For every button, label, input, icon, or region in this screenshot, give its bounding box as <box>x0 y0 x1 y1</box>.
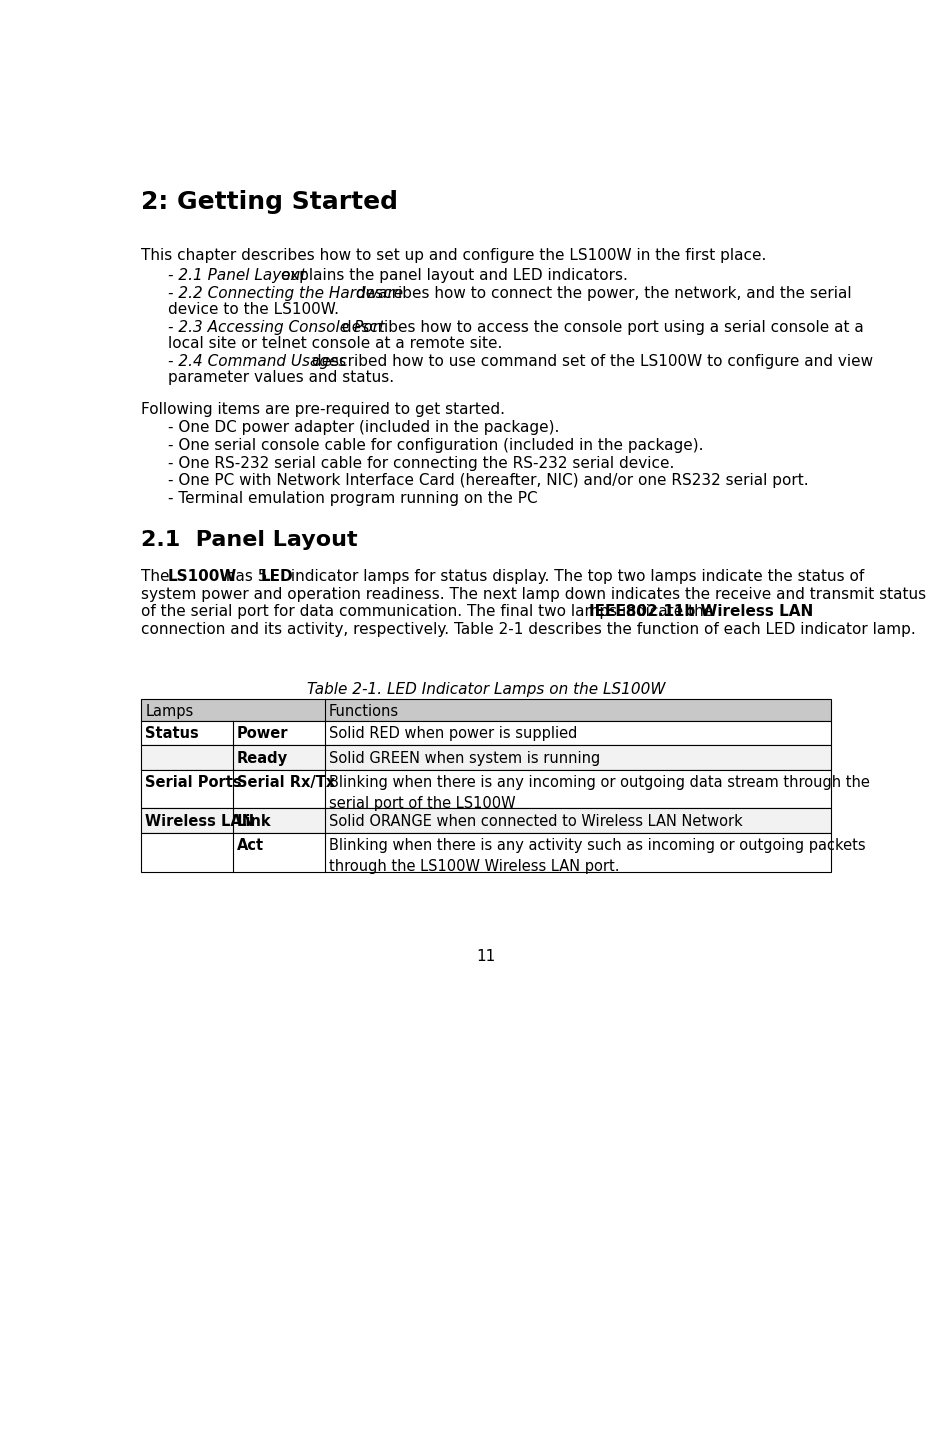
Text: indicator lamps for status display. The top two lamps indicate the status of: indicator lamps for status display. The … <box>286 569 863 584</box>
Text: explains the panel layout and LED indicators.: explains the panel layout and LED indica… <box>276 268 627 283</box>
Text: Status: Status <box>145 726 199 742</box>
Text: Lamps: Lamps <box>145 704 194 720</box>
Text: parameter values and status.: parameter values and status. <box>168 369 395 384</box>
Text: Link: Link <box>237 814 271 828</box>
Text: Solid RED when power is supplied: Solid RED when power is supplied <box>329 726 577 742</box>
Text: - Terminal emulation program running on the PC: - Terminal emulation program running on … <box>168 491 537 506</box>
Bar <box>142 720 830 745</box>
Text: has 5: has 5 <box>221 569 272 584</box>
Bar <box>142 808 830 833</box>
Bar <box>142 833 830 872</box>
Text: describes how to connect the power, the network, and the serial: describes how to connect the power, the … <box>350 286 851 302</box>
Text: Following items are pre-required to get started.: Following items are pre-required to get … <box>142 401 505 417</box>
Text: - 2.2 Connecting the Hardware: - 2.2 Connecting the Hardware <box>168 286 403 302</box>
Text: of the serial port for data communication. The final two lamps indicate the: of the serial port for data communicatio… <box>142 605 717 619</box>
Bar <box>142 771 830 808</box>
Bar <box>142 745 830 771</box>
Text: 2.1  Panel Layout: 2.1 Panel Layout <box>142 531 358 550</box>
Text: connection and its activity, respectively. Table 2-1 describes the function of e: connection and its activity, respectivel… <box>142 622 915 636</box>
Text: - One RS-232 serial cable for connecting the RS-232 serial device.: - One RS-232 serial cable for connecting… <box>168 456 674 470</box>
Text: This chapter describes how to set up and configure the LS100W in the first place: This chapter describes how to set up and… <box>142 248 766 263</box>
Text: Table 2-1. LED Indicator Lamps on the LS100W: Table 2-1. LED Indicator Lamps on the LS… <box>307 683 665 697</box>
Text: - One DC power adapter (included in the package).: - One DC power adapter (included in the … <box>168 420 559 436</box>
Text: - One serial console cable for configuration (included in the package).: - One serial console cable for configura… <box>168 439 703 453</box>
Text: Wireless LAN: Wireless LAN <box>145 814 254 828</box>
Text: 11: 11 <box>476 948 496 964</box>
Text: Solid ORANGE when connected to Wireless LAN Network: Solid ORANGE when connected to Wireless … <box>329 814 742 828</box>
Text: - 2.3 Accessing Console Port: - 2.3 Accessing Console Port <box>168 320 385 335</box>
Text: Serial Ports: Serial Ports <box>145 775 242 791</box>
Text: system power and operation readiness. The next lamp down indicates the receive a: system power and operation readiness. Th… <box>142 587 925 602</box>
Text: The: The <box>142 569 175 584</box>
Text: device to the LS100W.: device to the LS100W. <box>168 302 339 317</box>
Text: - 2.4 Command Usages: - 2.4 Command Usages <box>168 354 346 369</box>
Bar <box>142 698 830 720</box>
Text: described how to use command set of the LS100W to configure and view: described how to use command set of the … <box>307 354 872 369</box>
Text: - 2.1 Panel Layout: - 2.1 Panel Layout <box>168 268 307 283</box>
Text: describes how to access the console port using a serial console at a: describes how to access the console port… <box>336 320 863 335</box>
Text: Serial Rx/Tx: Serial Rx/Tx <box>237 775 335 791</box>
Text: IEEE802.11b Wireless LAN: IEEE802.11b Wireless LAN <box>588 605 812 619</box>
Text: LS100W: LS100W <box>167 569 236 584</box>
Text: local site or telnet console at a remote site.: local site or telnet console at a remote… <box>168 336 502 351</box>
Text: Blinking when there is any activity such as incoming or outgoing packets
through: Blinking when there is any activity such… <box>329 838 865 874</box>
Text: Blinking when there is any incoming or outgoing data stream through the
serial p: Blinking when there is any incoming or o… <box>329 775 868 811</box>
Text: Functions: Functions <box>329 704 398 720</box>
Text: Power: Power <box>237 726 288 742</box>
Text: Ready: Ready <box>237 750 288 766</box>
Text: Act: Act <box>237 838 263 853</box>
Text: - One PC with Network Interface Card (hereafter, NIC) and/or one RS232 serial po: - One PC with Network Interface Card (he… <box>168 473 808 489</box>
Text: 2: Getting Started: 2: Getting Started <box>142 190 398 214</box>
Text: LED: LED <box>261 569 293 584</box>
Text: Solid GREEN when system is running: Solid GREEN when system is running <box>329 750 599 766</box>
